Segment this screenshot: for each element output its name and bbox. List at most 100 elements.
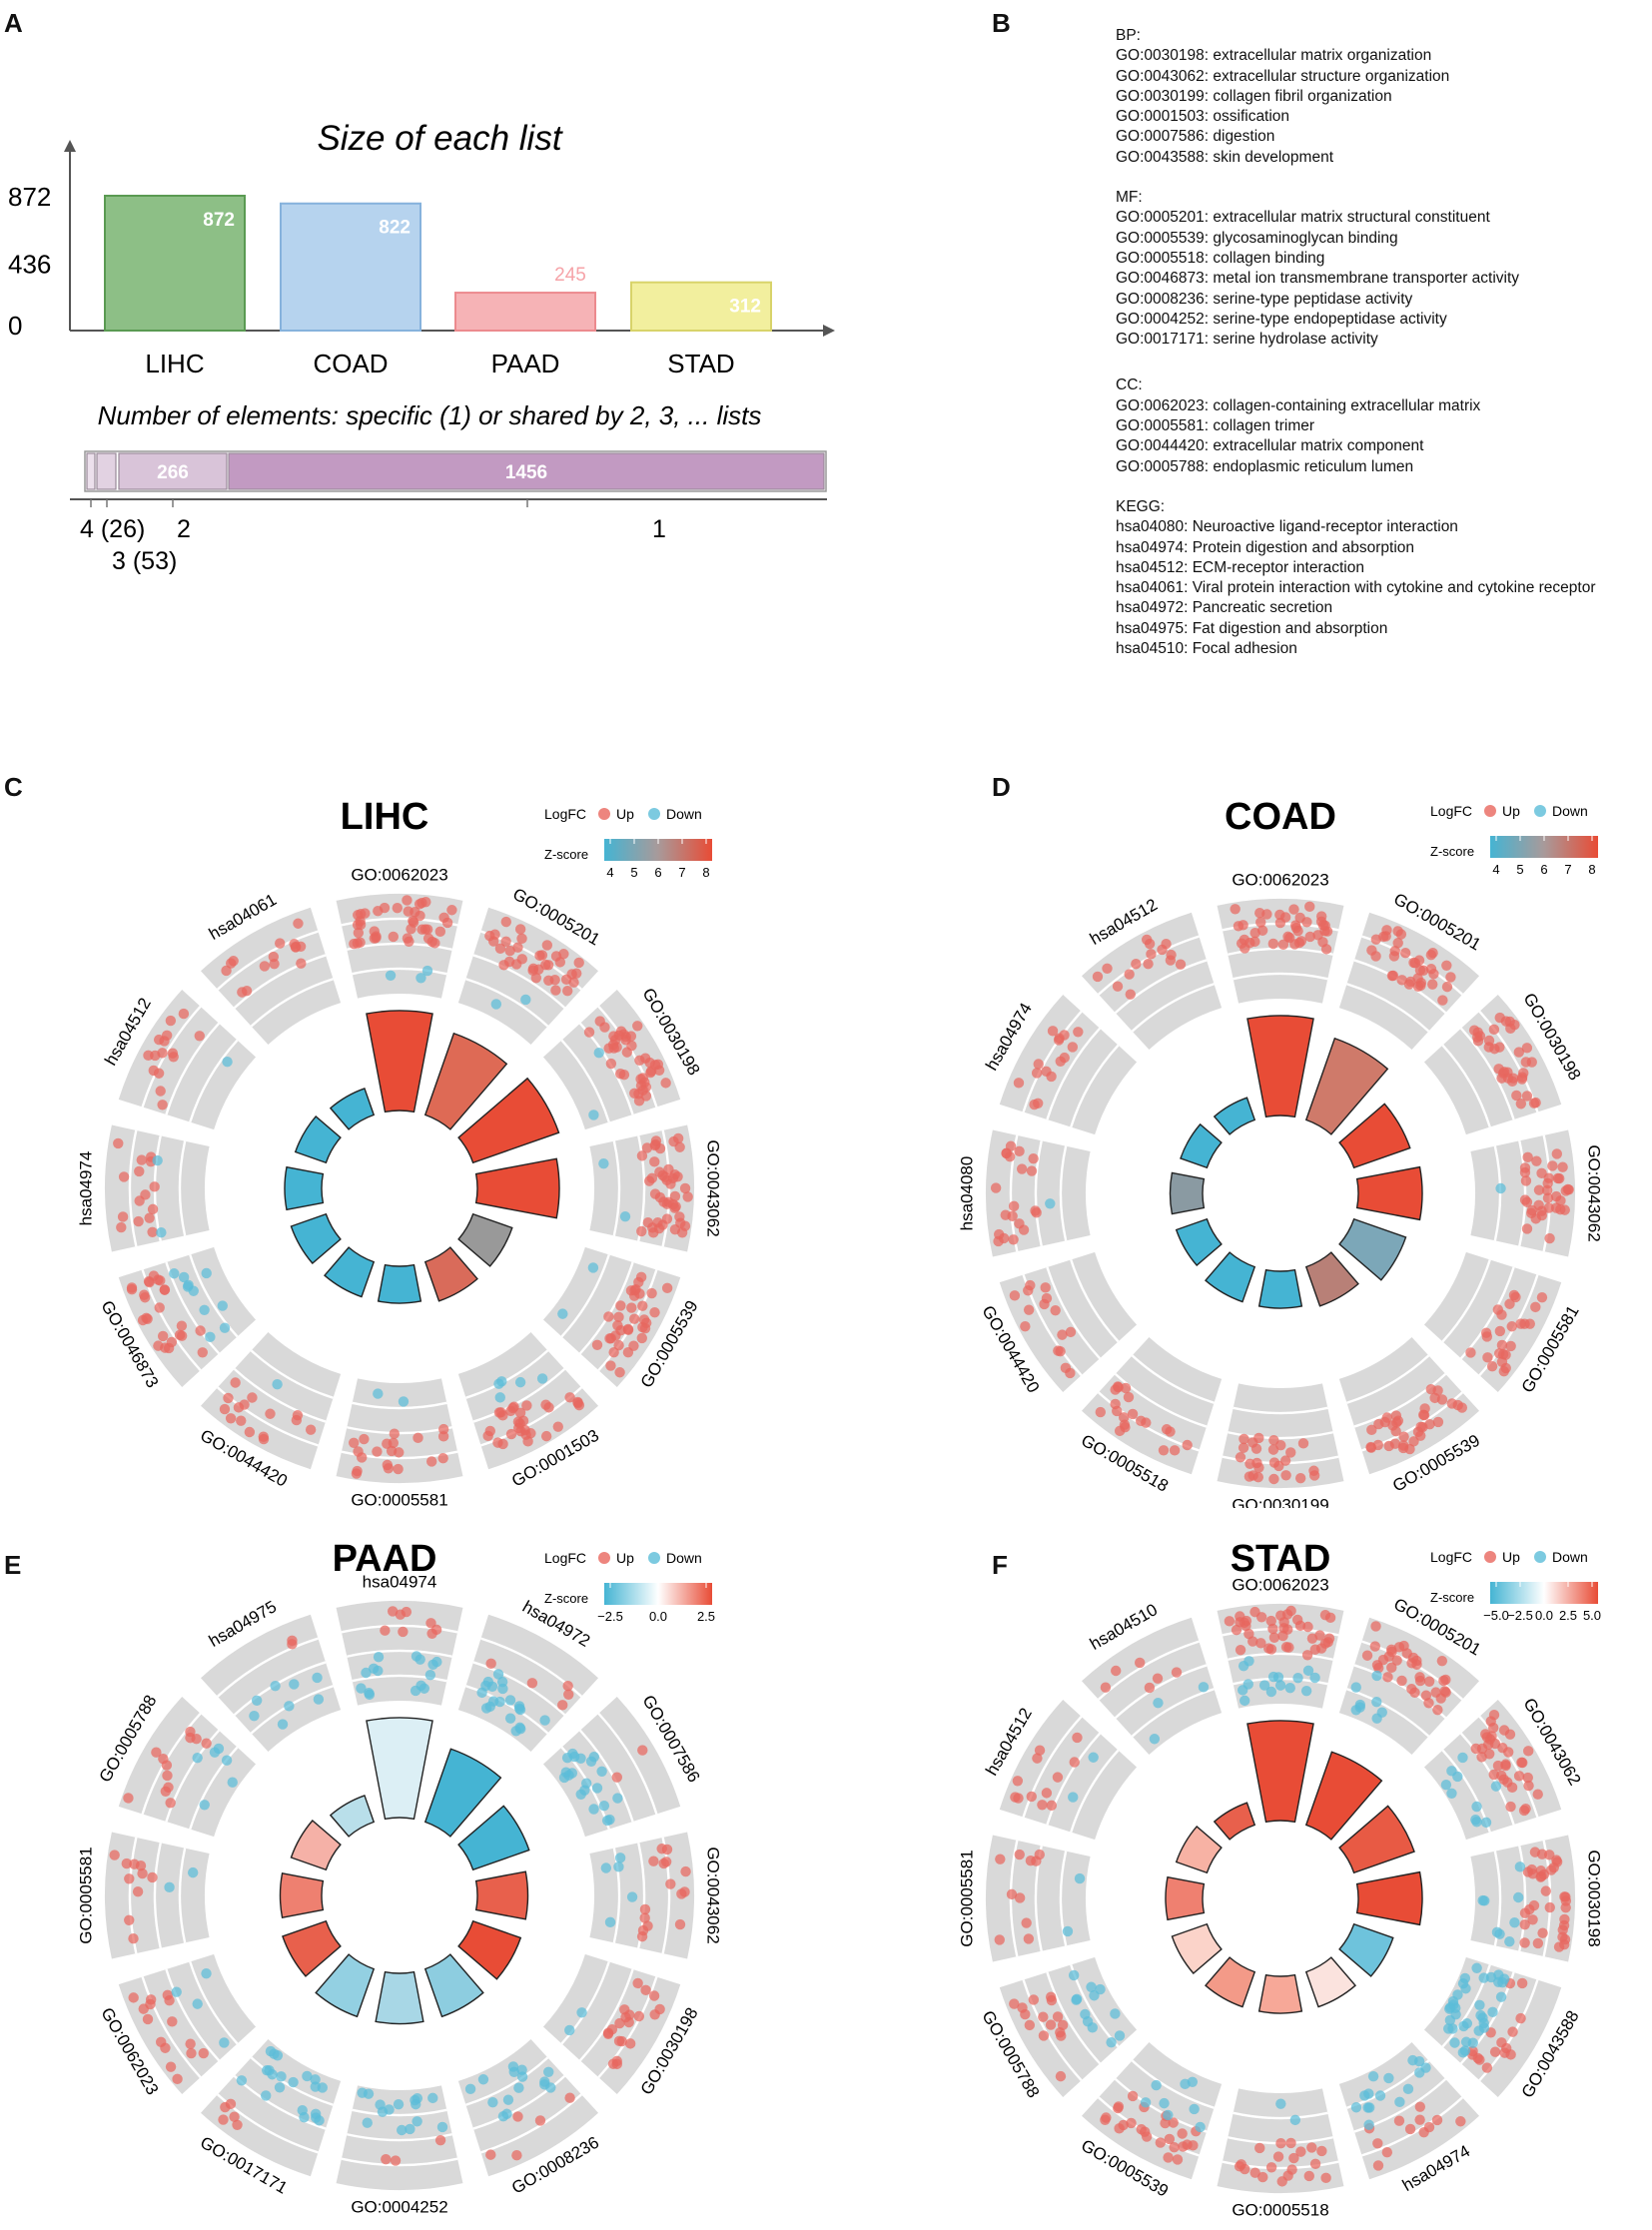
gene-dot [161,1030,173,1041]
term-bar [290,1212,342,1264]
gene-dot [1532,1937,1544,1949]
term-bar [1257,1973,1303,2014]
gene-dot [648,1856,659,1866]
gene-dot [371,932,382,944]
gene-dot [1014,1145,1025,1157]
gene-dot [654,2003,665,2015]
zscore-tick-label: 4 [1492,862,1499,877]
gene-dot [1478,2022,1490,2033]
gene-dot [353,927,365,939]
gene-dot [1495,1182,1506,1194]
gene-dot [144,1276,155,1288]
gene-dot [626,1040,637,1052]
term-track [1217,1383,1344,1488]
track-gridline [637,1135,646,1241]
gene-dot [135,1860,147,1871]
circular-plot-title: LIHC [341,796,429,838]
gene-dot [1474,2054,1485,2065]
gene-dot [219,2037,230,2048]
term-item: GO:0044420: extracellular matrix compone… [1116,437,1424,455]
track-gridline [352,1401,447,1410]
gene-dot [1240,1620,1251,1632]
gene-dot [679,1220,691,1231]
panel-letter-d: D [992,772,1011,802]
gene-dot [1372,2138,1383,2149]
track-gridline [1441,1259,1491,1343]
gene-dot [1257,2171,1268,2183]
bar-coad [280,202,421,332]
track-gridline [1441,1044,1491,1127]
gene-dot [357,2087,368,2098]
gene-dot [1309,1672,1320,1684]
gene-dot [1169,1445,1181,1456]
gene-dot [1146,949,1157,960]
track-gridline [1034,1140,1043,1246]
gene-dot [1542,1177,1553,1189]
gene-dot [1285,1605,1296,1617]
term-item: GO:0017171: serine hydrolase activity [1116,331,1378,349]
gene-dot [247,1392,258,1403]
gene-dot [628,1313,640,1324]
gene-dot [1111,1665,1122,1677]
gene-dot [258,1431,269,1442]
track-gridline [1034,1846,1043,1951]
segment-value-label: 1456 [505,462,547,483]
gene-dot [1031,1207,1042,1218]
term-item: hsa04975: Fat digestion and absorption [1116,619,1388,637]
gene-dot [1074,1872,1086,1884]
gene-dot [1037,1800,1048,1811]
gene-dot [218,2114,229,2125]
gene-dot [1067,1042,1079,1053]
gene-dot [1006,1888,1018,1900]
logfc-legend-label: LogFC [544,806,586,822]
gene-dot [1528,1899,1540,1911]
zscore-tick-label: 2.5 [697,1609,715,1624]
gene-dot [652,1059,664,1071]
gene-dot [1523,1746,1534,1757]
gene-dot [233,1402,245,1413]
gene-dot [1114,2030,1126,2041]
gene-dot [1112,981,1124,992]
gene-dot [1481,1331,1493,1342]
gene-dot [191,1733,202,1745]
gene-dot [351,1468,363,1479]
gene-dot [1052,1772,1064,1783]
gene-dot [1399,947,1411,959]
gene-dot [1323,1633,1335,1644]
term-sector: GO:0005581 [76,1832,325,1959]
gene-dot [1371,1660,1383,1671]
gene-dot [1255,917,1266,928]
gene-dot [1398,1640,1409,1652]
gene-dot [624,2009,635,2020]
term-sector: GO:0005539 [457,1212,702,1391]
gene-dot [649,1156,660,1167]
term-track [118,1953,257,2095]
gene-dot [1449,2037,1460,2048]
gene-dot [625,1285,637,1296]
track-gridline [1131,1688,1215,1738]
gene-dot [137,1314,149,1326]
gene-dot [1055,2070,1067,2082]
gene-dot [1471,1817,1482,1828]
gene-dot [1404,1443,1415,1455]
gene-dot [611,1772,622,1783]
gene-dot [1529,1847,1541,1858]
logfc-legend-label: LogFC [1430,1549,1472,1565]
gene-dot [682,1191,693,1202]
term-label: GO:0005581 [351,1490,447,1508]
gene-dot [1418,1409,1429,1421]
term-sector: GO:0005581 [336,1263,463,1508]
gene-dot [275,938,286,949]
gene-dot [1182,1439,1193,1451]
gene-dot [1386,970,1398,982]
gene-dot [1497,1742,1508,1754]
gene-dot [1038,2011,1049,2022]
gene-dot [539,2079,550,2090]
gene-dot [353,910,364,921]
gene-dot [613,1339,624,1351]
gene-dot [1488,1024,1500,1036]
gene-dot [154,1302,165,1313]
gene-dot [1485,1716,1496,1727]
gene-dot [1057,2019,1069,2031]
gene-dot [1496,2037,1507,2048]
